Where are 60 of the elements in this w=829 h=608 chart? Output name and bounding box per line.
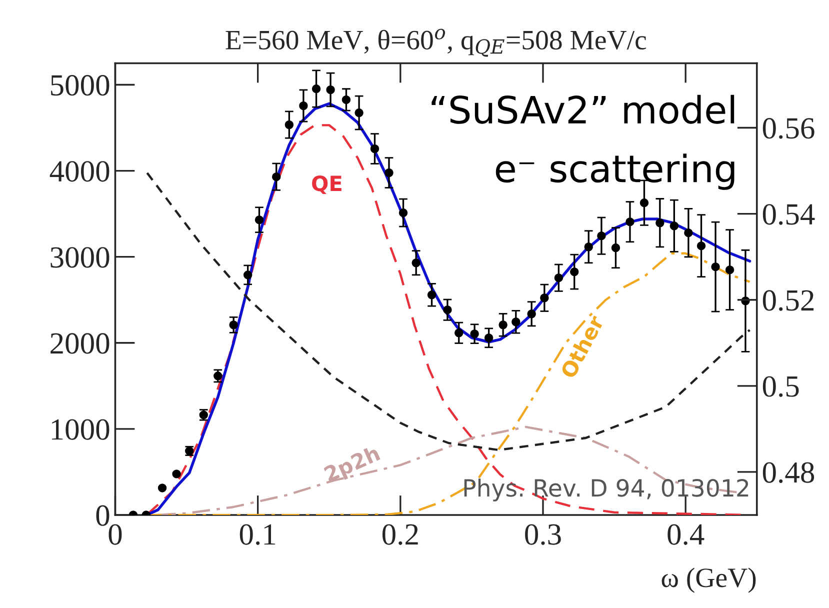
point: [570, 267, 579, 276]
point: [540, 294, 549, 302]
point: [398, 208, 408, 218]
point: [342, 95, 351, 104]
annotation: 2p2h: [323, 444, 382, 486]
point: [684, 228, 693, 238]
point: [299, 101, 308, 110]
point: [484, 334, 494, 342]
point: [597, 231, 606, 240]
point: [254, 215, 264, 224]
point: [370, 144, 380, 154]
point: [158, 484, 167, 492]
y2-tick-label: 0.54: [762, 204, 815, 225]
annotation: “SuSAv2” model: [432, 94, 734, 124]
point: [214, 372, 222, 380]
annotation: QE: [312, 175, 342, 194]
y2-tick-label: 0.5: [762, 376, 799, 397]
y2-tick-label: 0.52: [762, 290, 814, 311]
point: [229, 320, 238, 330]
point: [243, 270, 252, 280]
y-tick-label: 5000: [51, 75, 110, 96]
point: [443, 305, 452, 314]
y-tick-label: 3000: [50, 247, 110, 268]
point: [427, 290, 436, 300]
point: [454, 328, 464, 338]
point: [554, 273, 564, 282]
point: [284, 120, 294, 130]
x-tick-label: 0.3: [525, 524, 561, 545]
point: [725, 265, 734, 274]
y-tick-label: 1000: [52, 419, 110, 440]
point: [172, 470, 181, 478]
point: [470, 329, 479, 338]
point: [312, 84, 321, 94]
y2-tick-label: 0.48: [762, 462, 814, 483]
point: [584, 242, 593, 252]
point: [412, 258, 420, 268]
y-tick-label: 0: [96, 505, 110, 526]
x-tick-label: 0.1: [240, 524, 276, 545]
point: [670, 221, 679, 230]
chart-title: E=560 MeV, θ=60$^{o}$, q$_{QE}$=508 MeV/c: [226, 28, 646, 57]
point: [626, 217, 634, 226]
point: [326, 85, 335, 94]
point: [354, 108, 364, 118]
point: [611, 243, 620, 252]
y2-tick-label: 0.56: [762, 118, 814, 139]
y-tick-label: 2000: [50, 333, 110, 354]
annotation: e⁻ scattering: [496, 154, 734, 190]
point: [498, 320, 508, 330]
point: [272, 172, 281, 182]
point: [640, 198, 649, 208]
point: [711, 262, 720, 272]
x-axis-title: ω (GeV): [662, 568, 756, 593]
point: [656, 218, 664, 228]
y-tick-label: 4000: [50, 161, 110, 182]
point: [512, 318, 520, 326]
point: [527, 310, 536, 318]
point: [384, 168, 394, 178]
x-tick-label: 0.2: [382, 524, 418, 545]
x-tick-label: 0.4: [668, 524, 704, 545]
point: [696, 241, 706, 250]
